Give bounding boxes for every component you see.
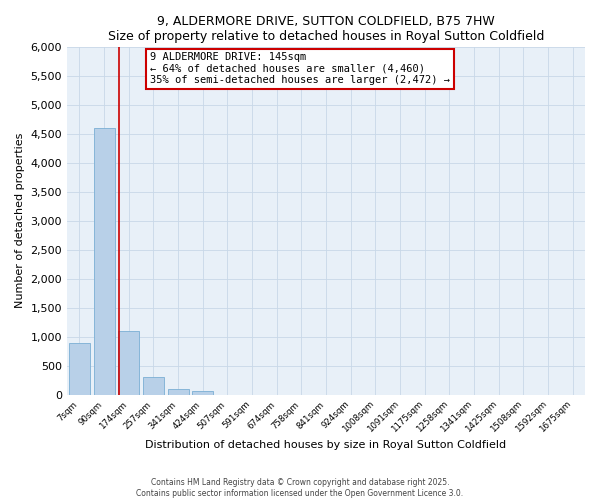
Bar [167,390,188,394]
Title: 9, ALDERMORE DRIVE, SUTTON COLDFIELD, B75 7HW
Size of property relative to detac: 9, ALDERMORE DRIVE, SUTTON COLDFIELD, B7… [108,15,544,43]
Bar [192,391,213,394]
X-axis label: Distribution of detached houses by size in Royal Sutton Coldfield: Distribution of detached houses by size … [145,440,506,450]
Bar [143,377,164,394]
Bar [118,331,139,394]
Text: 9 ALDERMORE DRIVE: 145sqm
← 64% of detached houses are smaller (4,460)
35% of se: 9 ALDERMORE DRIVE: 145sqm ← 64% of detac… [150,52,450,86]
Y-axis label: Number of detached properties: Number of detached properties [15,133,25,308]
Bar [94,128,115,394]
Text: Contains HM Land Registry data © Crown copyright and database right 2025.
Contai: Contains HM Land Registry data © Crown c… [136,478,464,498]
Bar [69,342,90,394]
